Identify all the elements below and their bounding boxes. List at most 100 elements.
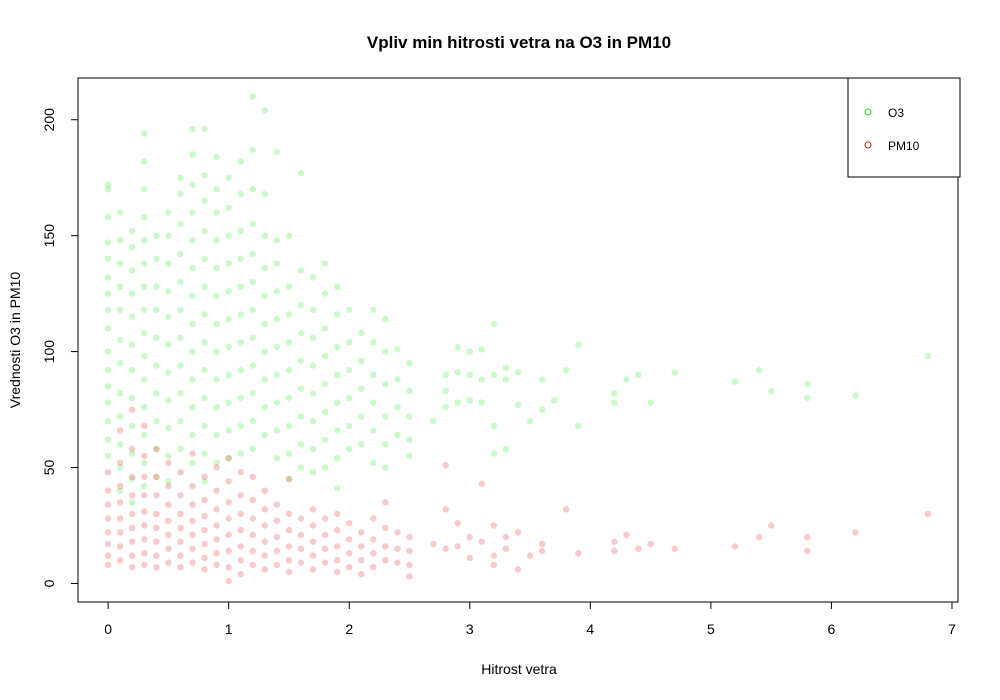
point-o3-72 <box>165 397 172 404</box>
point-o3-232 <box>370 306 377 314</box>
point-o3-71 <box>165 369 172 376</box>
point-o3-257 <box>454 343 461 351</box>
point-pm10-172 <box>514 566 522 573</box>
point-pm10-180 <box>623 531 630 538</box>
point-o3-58 <box>153 306 160 314</box>
point-o3-268 <box>490 422 498 429</box>
point-pm10-171 <box>514 529 522 536</box>
point-pm10-165 <box>478 538 485 545</box>
point-o3-19 <box>117 283 124 290</box>
point-o3-229 <box>358 385 365 392</box>
point-pm10-5 <box>104 540 112 548</box>
point-o3-221 <box>346 306 353 314</box>
point-o3-228 <box>358 357 365 365</box>
point-o3-166 <box>261 376 268 383</box>
point-o3-109 <box>201 394 208 402</box>
point-o3-150 <box>249 220 256 228</box>
point-o3-78 <box>177 220 184 228</box>
point-o3-280 <box>575 341 582 348</box>
point-pm10-179 <box>611 547 618 555</box>
point-pm10-106 <box>273 533 281 541</box>
point-o3-133 <box>225 399 232 406</box>
point-o3-256 <box>442 404 449 411</box>
point-o3-125 <box>225 174 232 181</box>
point-o3-24 <box>117 413 124 420</box>
point-o3-234 <box>370 371 377 378</box>
point-o3-253 <box>430 418 437 425</box>
point-o3-118 <box>213 292 220 300</box>
point-pm10-107 <box>273 547 281 555</box>
x-tick-label-6: 6 <box>828 621 836 637</box>
point-pm10-134 <box>346 536 353 543</box>
point-o3-85 <box>177 418 184 425</box>
point-o3-6 <box>104 290 112 297</box>
point-o3-91 <box>189 237 196 244</box>
point-o3-152 <box>249 278 256 286</box>
point-o3-254 <box>442 371 449 378</box>
point-o3-70 <box>165 341 172 348</box>
point-o3-278 <box>551 397 558 404</box>
point-o3-123 <box>213 431 220 439</box>
point-pm10-175 <box>538 547 546 555</box>
point-o3-49 <box>141 353 148 360</box>
point-o3-259 <box>454 399 461 406</box>
point-pm10-11 <box>117 499 124 506</box>
point-o3-5 <box>104 274 112 281</box>
point-pm10-128 <box>334 510 341 518</box>
point-o3-73 <box>165 424 172 432</box>
point-o3-281 <box>575 422 582 429</box>
point-o3-198 <box>309 306 317 314</box>
point-o3-248 <box>406 360 413 367</box>
point-pm10-156 <box>430 540 437 548</box>
point-pm10-4 <box>104 529 112 536</box>
point-o3-106 <box>201 311 208 318</box>
point-pm10-67 <box>201 540 208 548</box>
point-o3-164 <box>261 320 268 327</box>
point-o3-172 <box>273 288 281 295</box>
point-pm10-89 <box>237 543 244 550</box>
point-o3-147 <box>249 93 256 100</box>
point-pm10-24 <box>129 564 136 571</box>
point-o3-37 <box>129 450 136 457</box>
point-pm10-119 <box>309 506 317 513</box>
point-pm10-43 <box>165 482 172 490</box>
point-pm10-42 <box>165 459 172 467</box>
point-o3-29 <box>129 244 136 251</box>
point-o3-130 <box>225 315 232 323</box>
point-pm10-114 <box>285 568 293 576</box>
point-o3-173 <box>273 315 281 323</box>
point-o3-114 <box>213 186 220 193</box>
point-o3-199 <box>309 334 317 341</box>
point-o3-195 <box>297 441 305 448</box>
point-pm10-181 <box>635 545 642 552</box>
point-o3-53 <box>141 459 148 467</box>
point-o3-14 <box>104 436 112 443</box>
point-pm10-120 <box>309 522 317 529</box>
point-o3-270 <box>502 364 510 371</box>
point-pm10-85 <box>237 469 244 476</box>
point-pm10-173 <box>526 552 534 559</box>
point-pm10-78 <box>225 478 232 485</box>
point-o3-12 <box>104 399 112 406</box>
point-o3-255 <box>442 387 449 395</box>
point-o3-251 <box>406 436 413 443</box>
point-pm10-100 <box>261 522 268 529</box>
point-pm10-71 <box>213 487 220 494</box>
point-o3-275 <box>526 418 534 425</box>
point-o3-95 <box>189 348 196 355</box>
legend-marker-o3 <box>864 108 872 116</box>
series-o3 <box>104 93 932 506</box>
point-o3-222 <box>346 339 353 346</box>
series-pm10 <box>104 406 932 585</box>
point-o3-89 <box>189 181 196 188</box>
point-pm10-29 <box>141 508 148 515</box>
point-o3-211 <box>321 436 329 443</box>
point-pm10-19 <box>129 492 136 499</box>
point-pm10-123 <box>309 566 317 573</box>
point-pm10-76 <box>213 561 220 569</box>
point-o3-231 <box>358 441 365 448</box>
point-pm10-124 <box>321 515 329 522</box>
point-o3-119 <box>213 320 220 327</box>
point-o3-204 <box>309 469 317 476</box>
point-pm10-56 <box>189 450 196 457</box>
